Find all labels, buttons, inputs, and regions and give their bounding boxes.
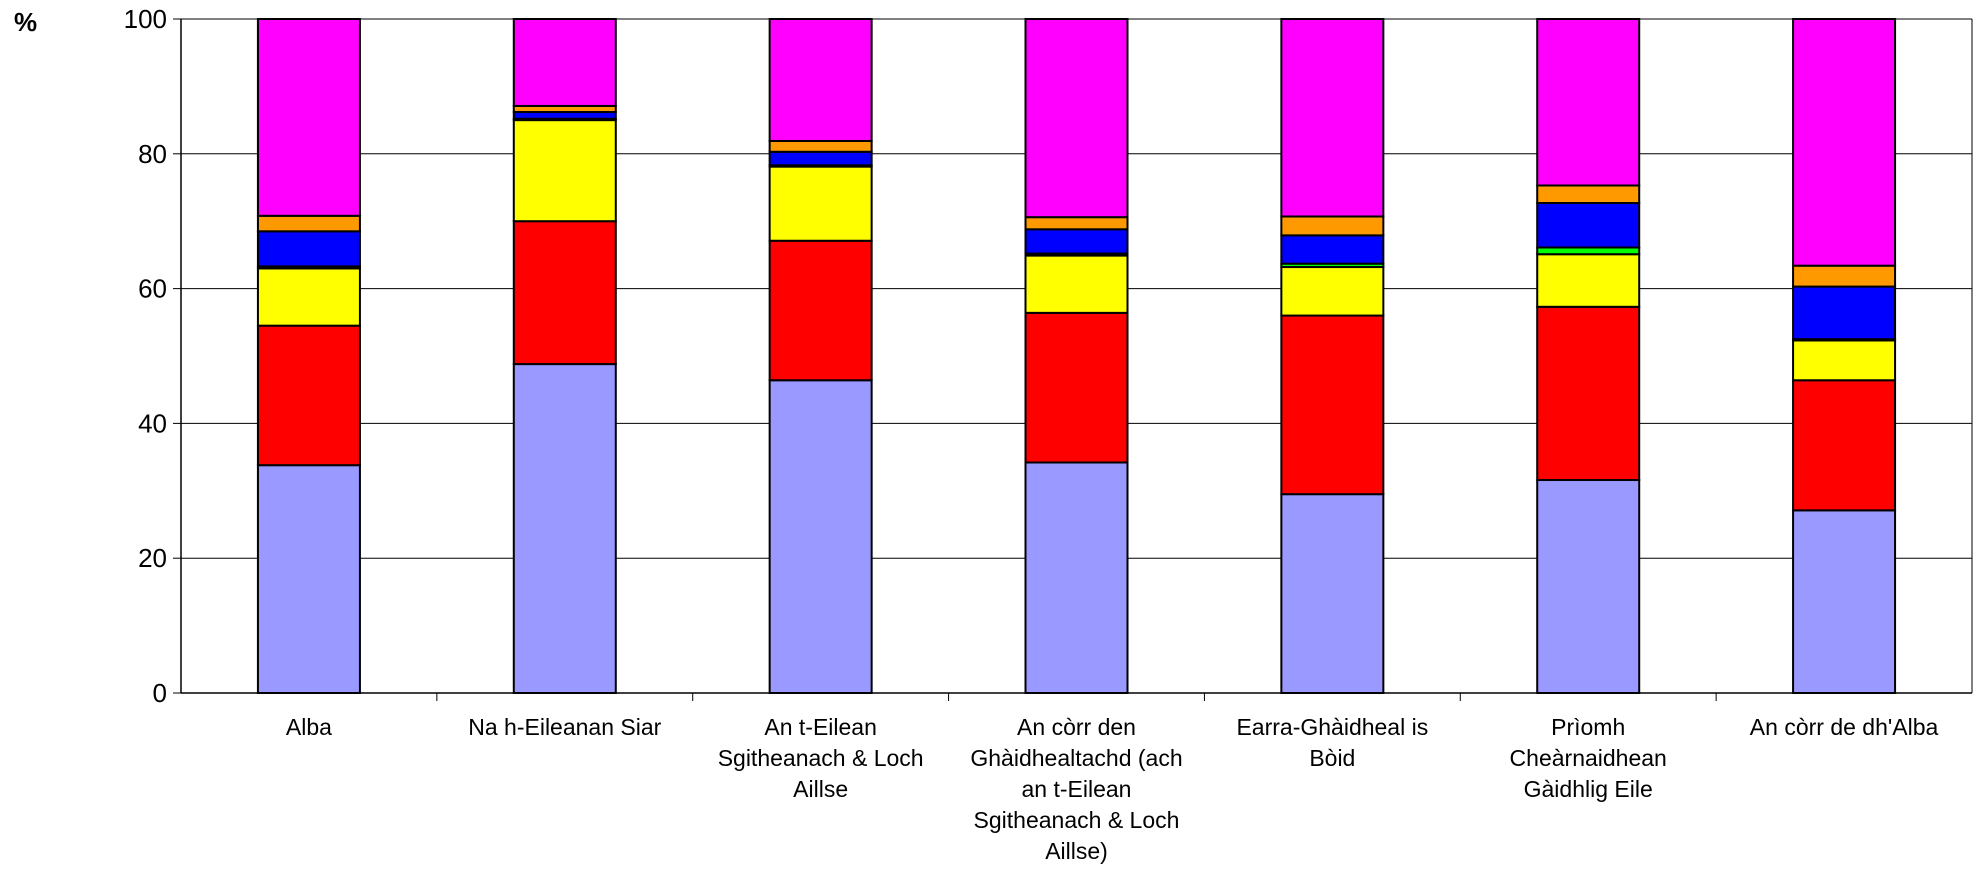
x-category-label-line: Bòid (1309, 745, 1356, 771)
x-category-label-line: Sgitheanach & Loch (717, 745, 924, 771)
bar-segment (1280, 314, 1385, 496)
bars (256, 18, 1897, 695)
bar-segment (1792, 379, 1897, 512)
x-category-label-line: Aillse (793, 776, 849, 802)
y-tick-label: 80 (138, 139, 167, 169)
bar-segment (512, 18, 617, 107)
x-category-label: An t-Eilean Sgitheanach & Loch Aillse (701, 712, 941, 805)
bar-segment (512, 111, 617, 120)
bar-segment (1280, 266, 1385, 317)
bar-segment (768, 165, 873, 242)
bar-segment (1024, 254, 1129, 314)
bar-segment (768, 239, 873, 382)
bar-segment (1024, 311, 1129, 464)
x-category-label: An còrr den Ghàidhealtachd (ach an t-Eilea… (957, 712, 1197, 867)
x-category-label-line: Cheàrnaidhean (1509, 745, 1667, 771)
x-category-label-line: Aillse) (1045, 838, 1108, 864)
x-category-label: Na h-Eileanan Siar (445, 712, 685, 743)
bar-segment (1024, 461, 1129, 694)
bar-segment (1792, 264, 1897, 288)
bar-segment (1792, 285, 1897, 341)
y-tick-labels: 0 20 40 60 80 100 (124, 4, 167, 708)
x-category-label-line: Gàidhlig Eile (1523, 776, 1653, 802)
bar-segment (1280, 234, 1385, 265)
y-axis-unit-label: % (14, 7, 37, 37)
x-category-label: Alba (189, 712, 429, 743)
bar-segment (1536, 305, 1641, 482)
bar-segment (1024, 18, 1129, 219)
x-category-label-line: Sgitheanach & Loch (973, 807, 1180, 833)
bar-segment (768, 150, 873, 167)
x-category-label-line: an t-Eilean (1021, 776, 1132, 802)
bar-segment (512, 363, 617, 694)
bar-segment (1536, 479, 1641, 694)
bar-segment (1024, 228, 1129, 255)
bar-segment (1792, 509, 1897, 695)
x-category-label-line: An còrr den (1017, 714, 1136, 740)
bar-segment (1792, 339, 1897, 382)
x-category-label-line: An còrr de dh'Alba (1749, 714, 1939, 740)
y-tick-label: 0 (153, 678, 167, 708)
bar-segment (256, 464, 361, 694)
x-category-label-line: An t-Eilean (764, 714, 877, 740)
x-category-label-line: Alba (285, 714, 332, 740)
x-category-label: Earra-Ghàidheal is Bòid (1212, 712, 1452, 774)
bar-segment (1536, 184, 1641, 205)
bar-segment (1536, 246, 1641, 256)
y-tick-label: 60 (138, 274, 167, 304)
bar-segment (1024, 216, 1129, 231)
bar-segment (768, 18, 873, 142)
bar-segment (256, 324, 361, 467)
bar-segment (1536, 202, 1641, 249)
bar-segment (1792, 18, 1897, 267)
bar-segment (256, 18, 361, 217)
bar-segment (768, 379, 873, 694)
bar-segment (768, 139, 873, 153)
x-category-label: Prìomh Cheàrnaidhean Gàidhlig Eile (1468, 712, 1708, 805)
y-tick-label: 100 (124, 4, 167, 34)
bar-segment (256, 267, 361, 327)
bar-segment (1280, 493, 1385, 695)
y-tick-label: 20 (138, 543, 167, 573)
bar-segment (512, 220, 617, 366)
x-category-label-line: Na h-Eileanan Siar (468, 714, 662, 740)
x-category-label-line: Prìomh (1551, 714, 1626, 740)
x-category-label-line: Ghàidhealtachd (ach (970, 745, 1183, 771)
bar-segment (1280, 215, 1385, 237)
bar-segment (1536, 18, 1641, 187)
x-category-label: An còrr de dh'Alba (1724, 712, 1964, 743)
bar-segment (512, 119, 617, 223)
bar-segment (1536, 253, 1641, 308)
x-category-label-line: Earra-Ghàidheal is (1236, 714, 1429, 740)
bar-segment (256, 230, 361, 268)
y-tick-label: 40 (138, 408, 167, 438)
bar-segment (256, 214, 361, 233)
bar-segment (1280, 18, 1385, 218)
axes (173, 18, 1973, 701)
